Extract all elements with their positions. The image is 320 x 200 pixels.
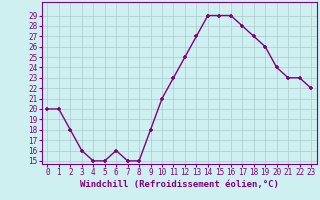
- X-axis label: Windchill (Refroidissement éolien,°C): Windchill (Refroidissement éolien,°C): [80, 180, 279, 189]
